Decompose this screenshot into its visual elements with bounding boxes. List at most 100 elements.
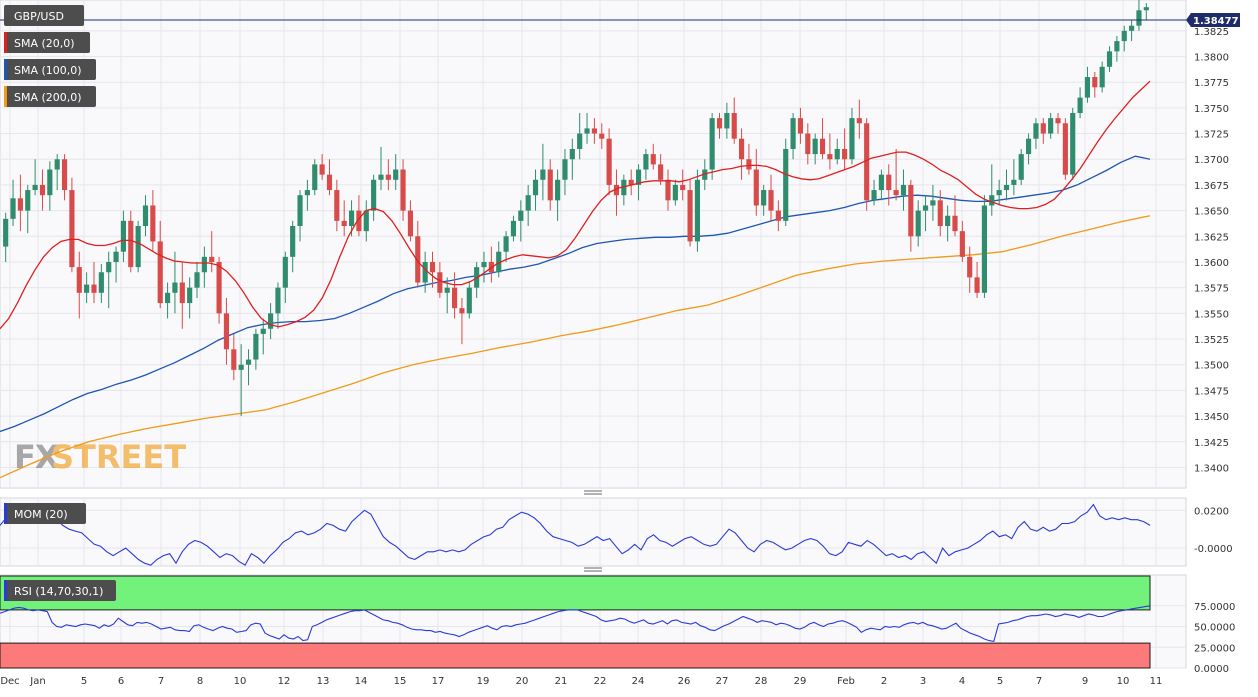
candle-body — [1143, 7, 1149, 11]
price-tick-label: 1.3800 — [1194, 53, 1229, 64]
candle-body — [893, 190, 899, 196]
candle-body — [1033, 123, 1039, 139]
candle-body — [135, 226, 141, 268]
candle-body — [945, 215, 951, 227]
legend-mom[interactable]: MOM (20) — [4, 503, 86, 524]
svg-text:STREET: STREET — [51, 438, 186, 476]
candle-body — [716, 118, 723, 129]
x-tick-label: 3 — [920, 676, 926, 687]
x-tick-label: 9 — [1082, 676, 1088, 687]
candle-body — [680, 184, 686, 191]
candle-body — [981, 205, 987, 293]
candle-body — [908, 184, 914, 237]
candle-body — [959, 231, 965, 257]
candle-body — [518, 210, 524, 221]
x-tick-label: 28 — [755, 676, 768, 687]
svg-text:SMA (20,0): SMA (20,0) — [14, 37, 75, 50]
x-tick-label: 14 — [355, 676, 368, 687]
candle-body — [856, 118, 862, 124]
candle-body — [1136, 10, 1142, 26]
candle-body — [842, 148, 848, 160]
candle-body — [437, 272, 443, 293]
legend-rsi[interactable]: RSI (14,70,30,1) — [4, 580, 116, 601]
rsi-resize-handle[interactable] — [584, 567, 602, 572]
candle-body — [577, 133, 583, 149]
candle-body — [805, 133, 811, 155]
price-tick-label: 1.3525 — [1194, 335, 1229, 346]
candle-body — [694, 179, 700, 242]
candle-body — [268, 313, 274, 329]
x-tick-label: Feb — [837, 676, 855, 687]
candle-body — [731, 113, 737, 139]
candle-body — [84, 284, 90, 293]
candle-body — [606, 138, 612, 185]
candle-body — [613, 184, 620, 196]
candle-body — [775, 210, 781, 221]
candle-body — [878, 174, 884, 191]
sma20-line — [0, 80, 1151, 330]
candle-body — [849, 118, 855, 160]
candle-body — [886, 174, 892, 191]
x-tick-label: 26 — [678, 676, 691, 687]
candle-body — [1106, 51, 1113, 67]
legend-sma20[interactable]: SMA (20,0) — [4, 32, 90, 53]
candle-body — [187, 287, 193, 304]
svg-text:SMA (200,0): SMA (200,0) — [14, 91, 82, 104]
x-tick-label: 5 — [997, 676, 1003, 687]
candle-body — [32, 184, 38, 191]
candle-body — [326, 174, 333, 191]
candle-body — [1092, 77, 1098, 88]
candle-body — [363, 210, 369, 232]
candle-body — [1026, 138, 1032, 155]
price-tick-label: 1.3550 — [1194, 309, 1229, 320]
legend-sma100[interactable]: SMA (100,0) — [4, 59, 96, 80]
candle-body — [1011, 179, 1017, 185]
x-tick-label: 24 — [632, 676, 645, 687]
candle-body — [297, 195, 303, 227]
candle-body — [1084, 77, 1091, 98]
candle-body — [827, 154, 833, 160]
rsi-overbought-zone — [0, 575, 1151, 611]
price-tick-label: 1.3400 — [1194, 463, 1229, 474]
svg-text:RSI (14,70,30,1): RSI (14,70,30,1) — [14, 585, 103, 598]
legend-gbpusd[interactable]: GBP/USD — [4, 5, 84, 26]
candle-body — [91, 284, 97, 293]
x-tick-label: 7 — [158, 676, 164, 687]
x-tick-label: 11 — [1150, 676, 1163, 687]
x-tick-label: 20 — [516, 676, 529, 687]
candle-body — [967, 256, 973, 278]
price-tick-label: 1.3625 — [1194, 232, 1229, 243]
legend-sma200[interactable]: SMA (200,0) — [4, 86, 96, 107]
candle-body — [61, 159, 68, 191]
candle-body — [385, 174, 391, 180]
candle-body — [555, 179, 561, 201]
candle-body — [275, 287, 281, 314]
candle-body — [334, 190, 340, 221]
svg-text:FX: FX — [14, 438, 60, 476]
candle-body — [459, 308, 465, 314]
x-tick-label: 22 — [594, 676, 607, 687]
candle-body — [790, 118, 796, 149]
candle-body — [348, 210, 355, 227]
candle-body — [1018, 154, 1024, 180]
mom-line — [0, 503, 1151, 566]
candle-body — [672, 184, 678, 201]
candle-body — [665, 179, 671, 201]
fxstreet-watermark: FX STREET — [14, 438, 186, 476]
candle-body — [245, 359, 252, 365]
x-tick-label: 8 — [197, 676, 203, 687]
candle-body — [996, 190, 1002, 196]
candle-body — [621, 179, 627, 196]
mom-panel — [0, 497, 1187, 567]
candle-body — [319, 164, 325, 175]
candle-body — [1121, 30, 1127, 42]
candle-body — [643, 154, 649, 170]
candle-body — [768, 190, 774, 211]
candle-body — [142, 205, 149, 227]
x-tick-label: 15 — [394, 676, 407, 687]
candle-body — [532, 179, 539, 196]
mom-resize-handle[interactable] — [584, 490, 602, 495]
candle-body — [238, 364, 244, 370]
candle-body — [989, 195, 995, 206]
candle-body — [900, 184, 907, 196]
